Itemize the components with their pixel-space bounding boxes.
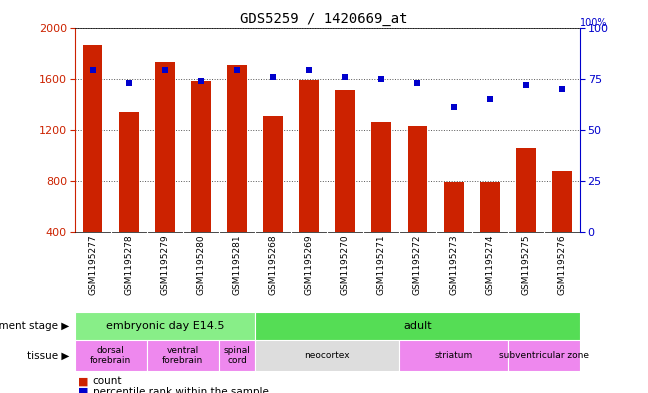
Text: tissue ▶: tissue ▶: [27, 351, 69, 361]
Text: GSM1195275: GSM1195275: [521, 234, 530, 295]
Bar: [516, 147, 536, 232]
Text: GSM1195278: GSM1195278: [124, 234, 133, 295]
Point: [124, 79, 134, 86]
Point: [557, 86, 567, 92]
Text: GSM1195276: GSM1195276: [557, 234, 566, 295]
Text: GSM1195271: GSM1195271: [377, 234, 386, 295]
Text: GSM1195270: GSM1195270: [341, 234, 350, 295]
Bar: [155, 62, 175, 232]
Point: [87, 67, 98, 73]
Text: GDS5259 / 1420669_at: GDS5259 / 1420669_at: [240, 12, 408, 26]
Bar: [552, 171, 572, 232]
Bar: [336, 90, 355, 232]
Point: [304, 67, 314, 73]
Bar: [508, 340, 580, 371]
Bar: [75, 340, 146, 371]
Bar: [83, 46, 102, 232]
Text: count: count: [93, 376, 122, 386]
Text: GSM1195274: GSM1195274: [485, 234, 494, 295]
Point: [196, 77, 206, 84]
Text: ■: ■: [78, 387, 88, 393]
Point: [340, 73, 351, 80]
Text: GSM1195281: GSM1195281: [233, 234, 242, 295]
Point: [232, 67, 242, 73]
Text: neocortex: neocortex: [305, 351, 350, 360]
Text: ventral
forebrain: ventral forebrain: [162, 346, 203, 365]
Point: [376, 75, 387, 82]
Text: subventricular zone: subventricular zone: [499, 351, 589, 360]
Bar: [408, 126, 428, 232]
Text: GSM1195269: GSM1195269: [305, 234, 314, 295]
Point: [520, 82, 531, 88]
Bar: [480, 182, 500, 232]
Bar: [146, 340, 219, 371]
Bar: [219, 340, 255, 371]
Bar: [399, 340, 508, 371]
Text: GSM1195273: GSM1195273: [449, 234, 458, 295]
Text: striatum: striatum: [434, 351, 473, 360]
Point: [448, 104, 459, 110]
Point: [268, 73, 278, 80]
Bar: [444, 182, 463, 232]
Bar: [75, 312, 255, 340]
Bar: [119, 112, 139, 232]
Bar: [371, 122, 391, 232]
Bar: [263, 116, 283, 232]
Text: percentile rank within the sample: percentile rank within the sample: [93, 387, 268, 393]
Point: [412, 79, 422, 86]
Bar: [191, 81, 211, 232]
Bar: [299, 80, 319, 232]
Text: development stage ▶: development stage ▶: [0, 321, 69, 331]
Bar: [227, 64, 247, 232]
Point: [485, 96, 495, 102]
Text: GSM1195280: GSM1195280: [196, 234, 205, 295]
Text: GSM1195277: GSM1195277: [88, 234, 97, 295]
Text: embryonic day E14.5: embryonic day E14.5: [106, 321, 224, 331]
Point: [159, 67, 170, 73]
Text: GSM1195272: GSM1195272: [413, 234, 422, 295]
Text: dorsal
forebrain: dorsal forebrain: [90, 346, 132, 365]
Text: GSM1195268: GSM1195268: [268, 234, 277, 295]
Bar: [255, 340, 399, 371]
Bar: [255, 312, 580, 340]
Text: ■: ■: [78, 376, 88, 386]
Text: spinal
cord: spinal cord: [224, 346, 250, 365]
Text: GSM1195279: GSM1195279: [160, 234, 169, 295]
Text: 100%: 100%: [580, 18, 607, 28]
Text: adult: adult: [403, 321, 432, 331]
